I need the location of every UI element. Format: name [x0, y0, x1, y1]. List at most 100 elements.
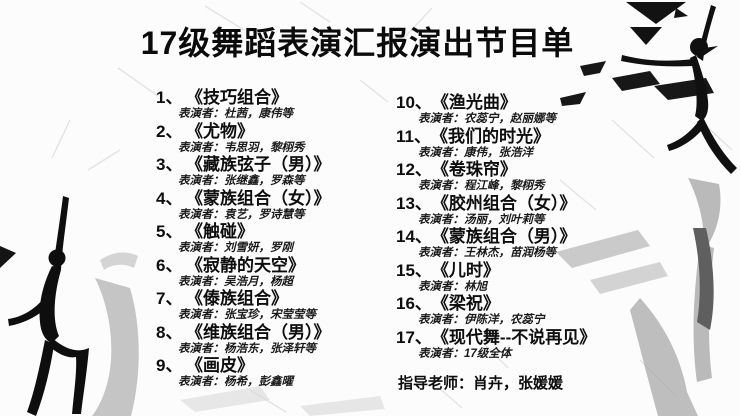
performers-names: 康伟，张浩洋	[464, 146, 533, 159]
program-item: 12、 《卷珠帘》 表演者：程江峰，黎栩秀	[396, 160, 701, 193]
program-item: 17、 《现代舞--不说再见》 表演者：17级全体	[396, 328, 701, 361]
performers-label: 表演者：	[178, 376, 224, 388]
program-number: 17、	[396, 327, 432, 347]
program-title: 《儿时》	[431, 260, 500, 280]
program-title: 《蒙族组合（男）》	[431, 227, 577, 246]
program-title: 《卷珠帘》	[431, 160, 517, 179]
performers-names: 17级全体	[464, 347, 512, 360]
program-title: 《藏族弦子（男）》	[186, 155, 331, 174]
program-title: 《渔光曲》	[431, 93, 517, 112]
performers-label: 表演者：	[178, 108, 224, 120]
performers-names: 韦思羽，黎栩秀	[224, 141, 305, 154]
performers-label: 表演者：	[178, 208, 224, 221]
program-item: 6、 《寂静的天空》 表演者：吴浩月，杨超	[156, 256, 406, 289]
gray-dancer-ghost	[92, 252, 139, 416]
program-column-left: 1、 《技巧组合》 表演者：杜茜，康伟等 2、 《尤物》 表演者：韦思羽，黎栩秀…	[156, 88, 406, 390]
performers-names: 刘雪妍，罗刚	[224, 242, 293, 254]
performers-label: 表演者：	[418, 213, 464, 226]
edge-triangle	[0, 246, 16, 268]
program-title: 《画皮》	[186, 356, 254, 375]
program-number: 15、	[396, 260, 432, 280]
program-item: 2、 《尤物》 表演者：韦思羽，黎栩秀	[156, 122, 406, 155]
performers-label: 表演者：	[178, 242, 224, 254]
program-title: 《尤物》	[186, 121, 254, 141]
program-number: 3、	[156, 155, 183, 174]
program-column-right: 10、 《渔光曲》 表演者：农蕊宁，赵丽娜等 11、 《我们的时光》 表演者：康…	[396, 93, 701, 361]
performers-label: 表演者：	[418, 280, 464, 293]
program-number: 11、	[396, 126, 431, 146]
program-item: 7、 《傣族组合》 表演者：张宝珍，宋莹莹等	[156, 289, 406, 322]
program-number: 8、	[156, 322, 183, 342]
program-number: 10、	[396, 93, 432, 112]
performers-names: 林旭	[464, 280, 487, 293]
performers-names: 程江峰，黎栩秀	[464, 180, 545, 192]
program-title: 《我们的时光》	[430, 126, 550, 146]
program-number: 4、	[156, 188, 183, 208]
performers-names: 吴浩月，杨超	[224, 275, 293, 288]
program-title: 《寂静的天空》	[186, 255, 305, 275]
program-number: 6、	[156, 255, 183, 275]
performers-names: 张宝珍，宋莹莹等	[224, 309, 316, 321]
program-item: 1、 《技巧组合》 表演者：杜茜，康伟等	[156, 88, 406, 121]
performers-names: 伊陈洋，农蕊宁	[464, 314, 545, 326]
program-number: 5、	[156, 222, 183, 241]
bottom-watermark-shapes	[180, 386, 385, 416]
program-number: 14、	[396, 227, 432, 246]
program-item: 5、 《触碰》 表演者：刘雪妍，罗刚	[156, 222, 406, 255]
program-title: 《蒙族组合（女）》	[186, 188, 331, 208]
performers-names: 杜茜，康伟等	[224, 108, 293, 120]
program-number: 12、	[396, 160, 432, 179]
program-item: 8、 《维族组合（男）》 表演者：杨浩东，张泽轩等	[156, 323, 406, 356]
program-item: 16、 《梁祝》 表演者：伊陈洋，农蕊宁	[396, 294, 701, 327]
performers-label: 表演者：	[418, 247, 464, 259]
program-item: 15、 《儿时》 表演者：林旭	[396, 261, 701, 294]
program-title: 《现代舞--不说再见》	[431, 327, 597, 347]
program-number: 1、	[156, 88, 183, 107]
gray-silhouettes-right	[556, 178, 721, 416]
performers-label: 表演者：	[418, 314, 464, 326]
program-number: 7、	[156, 289, 183, 308]
performers-names: 张继鑫，罗森等	[224, 175, 305, 187]
performers-names: 袁艺，罗诗慧等	[224, 208, 305, 221]
performers-names: 王林杰，苗润杨等	[464, 247, 556, 259]
program-item: 13、 《胶州组合（女）》 表演者：汤丽，刘叶莉等	[396, 194, 701, 227]
program-item: 9、 《画皮》 表演者：杨希，彭鑫曜	[156, 356, 406, 389]
program-item: 10、 《渔光曲》 表演者：农蕊宁，赵丽娜等	[396, 93, 701, 126]
dancer-silhouette-left	[8, 196, 89, 416]
performers-label: 表演者：	[178, 175, 224, 187]
program-item: 11、 《我们的时光》 表演者：康伟，张浩洋	[396, 127, 701, 160]
dancer-silhouette-right	[621, 5, 737, 174]
program-title: 《胶州组合（女）》	[431, 193, 577, 213]
performers-label: 表演者：	[418, 180, 464, 192]
program-title: 《触碰》	[186, 222, 254, 241]
program-title: 《傣族组合》	[186, 289, 288, 308]
performers-names: 杨希，彭鑫曜	[224, 376, 293, 388]
performers-label: 表演者：	[178, 309, 224, 321]
program-item: 14、 《蒙族组合（男）》 表演者：王林杰，苗润杨等	[396, 227, 701, 260]
program-title: 《技巧组合》	[186, 88, 288, 107]
performers-label: 表演者：	[178, 141, 224, 154]
performers-names: 杨浩东，张泽轩等	[224, 342, 316, 355]
instructor-line: 指导老师：肖卉，张媛媛	[398, 372, 563, 393]
performers-label: 表演者：	[178, 342, 224, 355]
performers-label: 表演者：	[178, 275, 224, 288]
program-number: 13、	[396, 193, 432, 213]
program-item: 4、 《蒙族组合（女）》 表演者：袁艺，罗诗慧等	[156, 189, 406, 222]
program-number: 2、	[156, 121, 183, 141]
performers-names: 农蕊宁，赵丽娜等	[464, 113, 556, 125]
program-item: 3、 《藏族弦子（男）》 表演者：张继鑫，罗森等	[156, 155, 406, 188]
performers-label: 表演者：	[418, 113, 464, 125]
performers-names: 汤丽，刘叶莉等	[464, 213, 545, 226]
instructor-names: 肖卉，张媛媛	[473, 375, 564, 392]
page-title: 17级舞蹈表演汇报演出节目单	[140, 25, 575, 61]
program-number: 16、	[396, 294, 432, 313]
instructor-label: 指导老师：	[398, 375, 474, 392]
dark-leg-shape	[693, 228, 714, 330]
program-number: 9、	[156, 356, 183, 375]
performers-label: 表演者：	[418, 146, 464, 159]
performers-label: 表演者：	[418, 347, 464, 360]
program-title: 《维族组合（男）》	[186, 322, 331, 342]
program-title: 《梁祝》	[431, 294, 500, 313]
